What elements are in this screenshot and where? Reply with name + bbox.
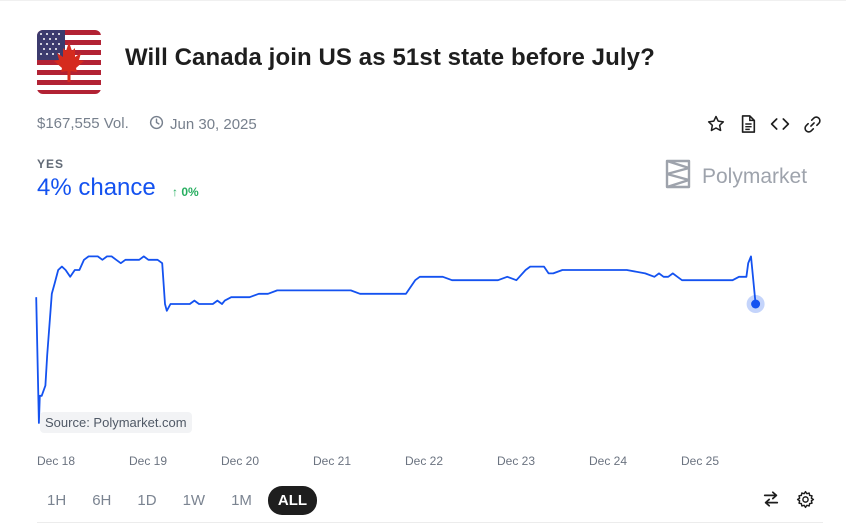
arrow-up-icon: ↑ — [172, 185, 178, 199]
x-tick-label: Dec 25 — [681, 454, 720, 468]
x-tick-label: Dec 24 — [589, 454, 628, 468]
gear-icon[interactable] — [794, 488, 816, 510]
range-1w-button[interactable]: 1W — [182, 492, 206, 509]
code-icon[interactable] — [769, 113, 791, 135]
x-tick-label: Dec 21 — [313, 454, 352, 468]
range-1h-button[interactable]: 1H — [47, 492, 67, 509]
outcome-label: YES — [37, 157, 65, 171]
last-point-marker — [751, 299, 761, 309]
x-tick-label: Dec 23 — [497, 454, 536, 468]
range-6h-button[interactable]: 6H — [92, 492, 112, 509]
source-label: Source: Polymarket.com — [40, 412, 192, 433]
end-date: Jun 30, 2025 — [149, 115, 257, 134]
chance-change-text: 0% — [181, 185, 199, 199]
x-tick-label: Dec 20 — [221, 454, 260, 468]
star-icon[interactable] — [705, 113, 727, 135]
x-tick-label: Dec 19 — [129, 454, 168, 468]
x-tick-label: Dec 18 — [37, 454, 76, 468]
bottom-divider — [37, 522, 823, 523]
range-selector: 1H 6H 1D 1W 1M ALL — [37, 486, 318, 515]
polymarket-logo-icon — [664, 158, 692, 195]
top-divider — [0, 0, 846, 1]
market-title: Will Canada join US as 51st state before… — [125, 44, 655, 71]
link-icon[interactable] — [801, 113, 823, 135]
document-icon[interactable] — [737, 113, 759, 135]
x-tick-label: Dec 22 — [405, 454, 444, 468]
chance-change: ↑ 0% — [172, 185, 199, 199]
chart-tools — [760, 488, 816, 510]
market-flag-icon — [37, 30, 101, 94]
range-1d-button[interactable]: 1D — [137, 492, 157, 509]
yes-price-line — [35, 255, 757, 424]
chance-value: 4% chance — [37, 174, 156, 201]
brand-name: Polymarket — [702, 164, 808, 188]
volume-text: $167,555 Vol. — [37, 115, 129, 132]
market-actions — [705, 113, 823, 135]
range-1m-button[interactable]: 1M — [231, 492, 252, 509]
brand-watermark: Polymarket — [664, 158, 807, 195]
range-all-button[interactable]: ALL — [267, 486, 318, 515]
end-date-text: Jun 30, 2025 — [170, 116, 257, 133]
clock-icon — [149, 115, 164, 134]
swap-icon[interactable] — [760, 488, 782, 510]
